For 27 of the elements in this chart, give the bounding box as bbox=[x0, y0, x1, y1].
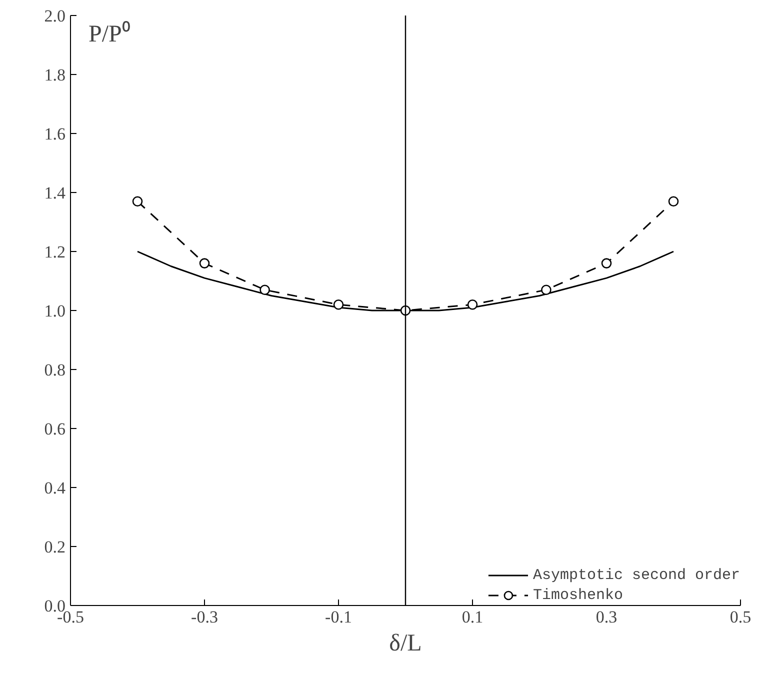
y-tick-label: 1.6 bbox=[44, 124, 66, 144]
point bbox=[260, 284, 270, 295]
x-axis-title: δ/L bbox=[389, 630, 422, 656]
x-tick-label: 0.1 bbox=[462, 608, 484, 626]
y-tick-label: 1.8 bbox=[44, 66, 66, 84]
x-tick-label: 0.3 bbox=[596, 608, 618, 626]
y-tick-label: 2.0 bbox=[44, 6, 66, 26]
point bbox=[333, 299, 344, 310]
y-tick-label: 0.6 bbox=[44, 420, 66, 438]
legend-label: Asymptotic second order bbox=[532, 566, 740, 584]
point bbox=[467, 299, 478, 310]
point bbox=[199, 258, 210, 268]
x-tick-label: -0.1 bbox=[325, 608, 352, 626]
y-tick-label: 0.2 bbox=[44, 538, 66, 556]
y-tick-label: 0.4 bbox=[44, 478, 66, 498]
x-tick-label: 0.5 bbox=[730, 608, 752, 626]
point bbox=[541, 284, 552, 295]
y-tick-label: 0.8 bbox=[44, 360, 66, 380]
y-axis-title: P/P⁰ bbox=[88, 20, 130, 48]
y-tick-label: 1.2 bbox=[44, 242, 66, 262]
legend-label: Timoshenko bbox=[532, 586, 623, 604]
x-tick-label: -0.3 bbox=[191, 608, 218, 626]
point bbox=[132, 196, 143, 206]
y-tick-label: 1.4 bbox=[44, 184, 66, 202]
point bbox=[601, 258, 612, 268]
y-tick-label: 1.0 bbox=[44, 302, 66, 320]
point bbox=[668, 196, 679, 206]
